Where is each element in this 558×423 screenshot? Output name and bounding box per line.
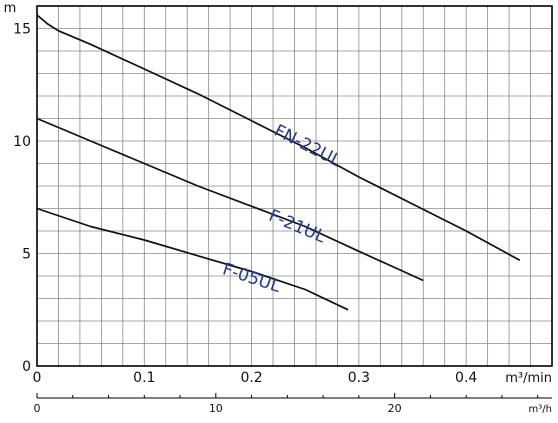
x-tick-label: 0.3 <box>348 370 370 386</box>
x-tick-label: 0 <box>33 370 42 386</box>
series-line-fn-22ul <box>36 14 521 262</box>
y-tick-label: 10 <box>13 134 31 150</box>
y-tick-label: 0 <box>22 359 31 375</box>
x2-tick-label: 10 <box>209 402 223 415</box>
axes: 0 5 10 15 m 0 0.1 0.2 0.3 0.4 m³/min 0 10 20 m³/h <box>4 1 552 415</box>
plot-border <box>36 5 553 367</box>
x2-tick-label: 0 <box>34 402 41 415</box>
series-line-f-05ul <box>36 207 349 311</box>
y-tick-label: 5 <box>22 247 31 263</box>
x2-axis-unit: m³/h <box>529 404 552 415</box>
series-label-f-21ul: F-21UL <box>266 206 329 248</box>
x-tick-label: 0.4 <box>455 370 477 386</box>
x-axis-unit: m³/min <box>505 371 552 386</box>
x2-tick-label: 20 <box>388 402 402 415</box>
series-line-f-21ul <box>36 117 424 282</box>
x-tick-label: 0.2 <box>240 370 262 386</box>
x-tick-label: 0.1 <box>133 370 155 386</box>
y-tick-label: 15 <box>13 22 31 38</box>
grid <box>37 6 552 366</box>
y-axis-unit: m <box>4 1 17 16</box>
series-lines <box>36 14 521 311</box>
series-label-fn-22ul: FN-22UL <box>271 121 345 172</box>
plot-frame <box>36 5 553 367</box>
